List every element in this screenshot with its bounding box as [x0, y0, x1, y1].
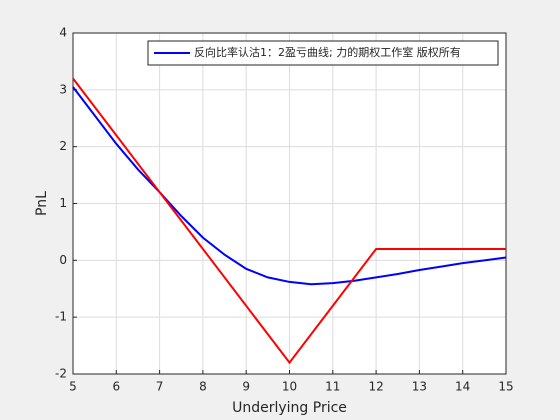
- y-tick-label: -2: [55, 367, 67, 381]
- x-tick-label: 9: [242, 380, 250, 394]
- x-tick-label: 10: [282, 380, 297, 394]
- y-tick-label: 0: [59, 253, 67, 267]
- y-tick-label: 3: [59, 82, 67, 96]
- line: [72, 86, 507, 286]
- x-tick-label: 15: [498, 380, 513, 394]
- x-tick-label: 14: [455, 380, 470, 394]
- x-tick-label: 13: [412, 380, 427, 394]
- x-tick-label: 11: [325, 380, 340, 394]
- x-tick-label: 6: [112, 380, 120, 394]
- x-tick-label: 5: [69, 380, 77, 394]
- x-tick-label: 7: [156, 380, 164, 394]
- x-tick-label: 12: [368, 380, 383, 394]
- y-tick-label: 1: [59, 196, 67, 210]
- legend-box: [147, 40, 499, 66]
- x-axis-label: Underlying Price: [232, 400, 347, 416]
- axes-box: [72, 32, 507, 375]
- legend-label: 反向比率认沽1：2盈亏曲线; 力的期权工作室 版权所有: [194, 45, 461, 59]
- y-tick-label: 4: [59, 26, 67, 40]
- y-tick-label: -1: [55, 310, 67, 324]
- x-tick-label: 8: [199, 380, 207, 394]
- line: [72, 77, 506, 365]
- y-axis-label: PnL: [34, 191, 50, 216]
- y-tick-label: 2: [59, 139, 67, 153]
